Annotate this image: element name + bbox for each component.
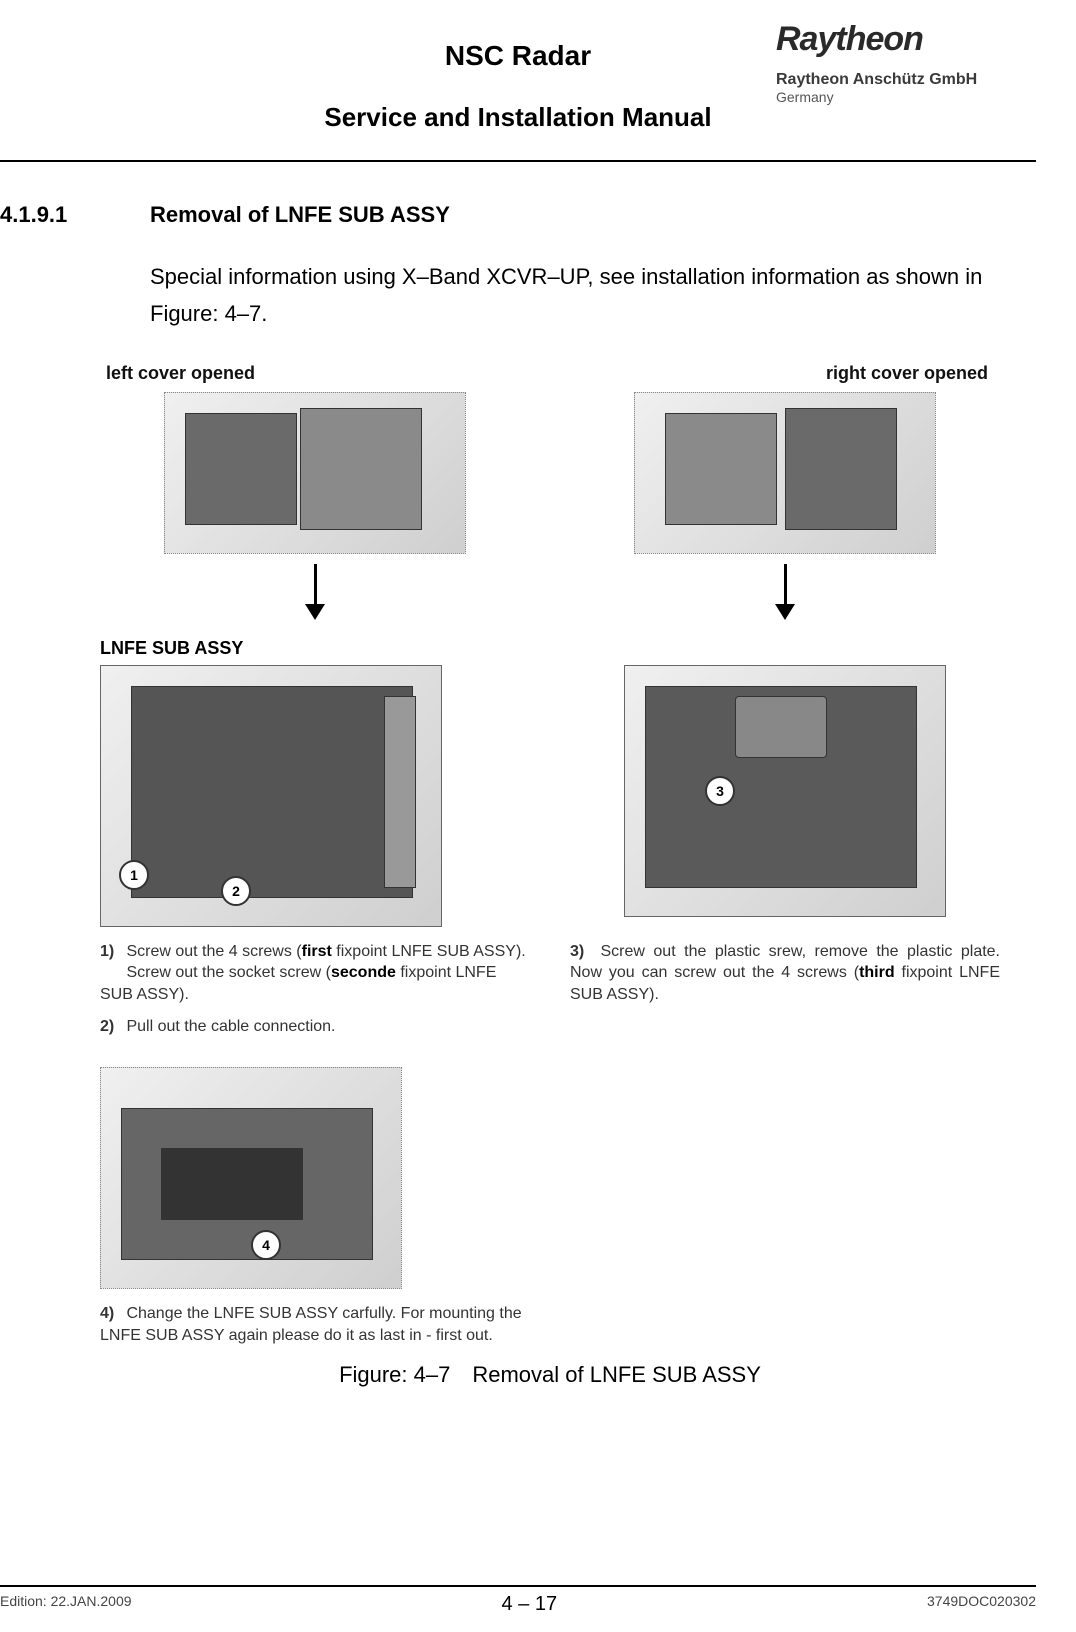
- page-footer: Edition: 22.JAN.2009 4 – 17 3749DOC02030…: [0, 1585, 1036, 1616]
- doc-title-2: Service and Installation Manual: [0, 102, 1036, 133]
- fig-label-right: right cover opened: [570, 363, 988, 384]
- photo-step-3: 3: [624, 665, 946, 917]
- figure-caption: Figure: 4–7 Removal of LNFE SUB ASSY: [100, 1362, 1000, 1388]
- header-rule: [0, 160, 1036, 162]
- footer-doc-id: 3749DOC020302: [927, 1593, 1036, 1616]
- header-right: Raytheon Raytheon Anschütz GmbH Germany: [776, 20, 1036, 105]
- step-4: 4) Change the LNFE SUB ASSY carfully. Fo…: [100, 1303, 530, 1346]
- step-3: 3) Screw out the plastic srew, remove th…: [570, 941, 1000, 1006]
- brand-logo-text: Raytheon: [776, 20, 1036, 59]
- section-body: Special information using X–Band XCVR–UP…: [150, 258, 1000, 333]
- figure-area: left cover opened right cover opened: [100, 363, 1000, 1389]
- fig-label-left: left cover opened: [106, 363, 530, 384]
- section-heading: 4.1.9.1 Removal of LNFE SUB ASSY: [0, 202, 1036, 228]
- section-title: Removal of LNFE SUB ASSY: [150, 202, 450, 228]
- photo-right-cover: [634, 392, 936, 554]
- fig-row-steps-2: 4) Change the LNFE SUB ASSY carfully. Fo…: [100, 1293, 1000, 1346]
- page-header: NSC Radar Service and Installation Manua…: [0, 20, 1036, 150]
- arrow-down-icon: [755, 558, 815, 620]
- callout-3: 3: [705, 776, 735, 806]
- page: NSC Radar Service and Installation Manua…: [0, 0, 1076, 1632]
- fig-row-labels: left cover opened right cover opened: [100, 363, 1000, 388]
- fig-row-3: 4: [100, 1067, 1000, 1289]
- step-3-num: 3): [570, 941, 592, 963]
- fig-row-1: [100, 392, 1000, 554]
- fig-row-arrows: [100, 558, 1000, 620]
- lnfe-sub-assy-label: LNFE SUB ASSY: [100, 638, 1000, 659]
- brand-subsidiary: Raytheon Anschütz GmbH: [776, 71, 1036, 89]
- photo-step-4: 4: [100, 1067, 402, 1289]
- photo-step-1-2: 1 2: [100, 665, 442, 927]
- arrow-down-icon: [285, 558, 345, 620]
- photo-left-cover: [164, 392, 466, 554]
- step-2-num: 2): [100, 1016, 122, 1038]
- callout-4: 4: [251, 1230, 281, 1260]
- callout-1: 1: [119, 860, 149, 890]
- step-4-num: 4): [100, 1303, 122, 1325]
- step-1-num: 1): [100, 941, 122, 963]
- step-1: 1) Screw out the 4 screws (first fixpoin…: [100, 941, 530, 1006]
- brand-country: Germany: [776, 89, 1036, 105]
- section-number: 4.1.9.1: [0, 202, 150, 228]
- fig-row-steps-1: 1) Screw out the 4 screws (first fixpoin…: [100, 931, 1000, 1037]
- footer-page-number: 4 – 17: [501, 1593, 557, 1616]
- callout-2: 2: [221, 876, 251, 906]
- step-2: 2) Pull out the cable connection.: [100, 1016, 530, 1038]
- fig-row-2: 1 2 3: [100, 665, 1000, 927]
- footer-edition: Edition: 22.JAN.2009: [0, 1593, 132, 1616]
